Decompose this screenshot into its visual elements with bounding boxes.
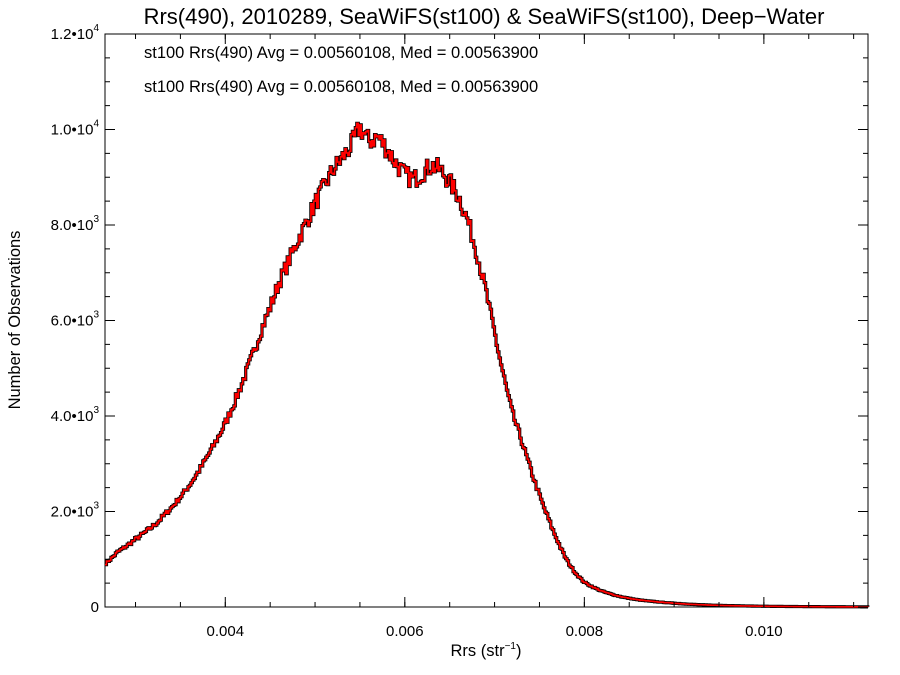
- x-tick-label: 0.010: [745, 623, 783, 640]
- histogram-series-red: [105, 122, 869, 608]
- x-tick-label: 0.006: [386, 623, 424, 640]
- plot-frame: [104, 33, 869, 608]
- y-tick-label: 6.0•103: [51, 310, 100, 330]
- x-tick-label: 0.008: [566, 623, 604, 640]
- legend: st100 Rrs(490) Avg = 0.00560108, Med = 0…: [144, 44, 538, 96]
- x-axis-label-base: Rrs (str: [451, 642, 506, 660]
- x-axis-label-tail: ): [516, 642, 522, 660]
- y-tick-label: 8.0•103: [51, 214, 100, 234]
- histogram-series-black: [104, 121, 870, 609]
- x-axis: 0.004 0.006 0.008 0.010: [135, 34, 855, 640]
- chart-title: Rrs(490), 2010289, SeaWiFS(st100) & SeaW…: [144, 4, 825, 29]
- y-axis-label: Number of Observations: [6, 231, 24, 410]
- x-axis-label: Rrs (str−1): [451, 641, 522, 660]
- x-tick-label: 0.004: [207, 623, 245, 640]
- y-tick-label: 1.0•104: [51, 119, 100, 139]
- y-tick-label: 1.2•104: [51, 23, 100, 43]
- plot-area: [104, 33, 870, 609]
- y-tick-label: 4.0•103: [51, 405, 100, 425]
- y-axis: 0 2.0•103 4.0•103 6.0•103 8.0•103 1.0•104 1.2•…: [51, 23, 868, 616]
- legend-entry-red: st100 Rrs(490) Avg = 0.00560108, Med = 0…: [144, 78, 538, 96]
- legend-entry-black: st100 Rrs(490) Avg = 0.00560108, Med = 0…: [144, 44, 538, 62]
- y-tick-label: 2.0•103: [51, 501, 100, 521]
- x-axis-label-exponent: −1: [505, 641, 517, 652]
- y-tick-label: 0: [91, 599, 99, 616]
